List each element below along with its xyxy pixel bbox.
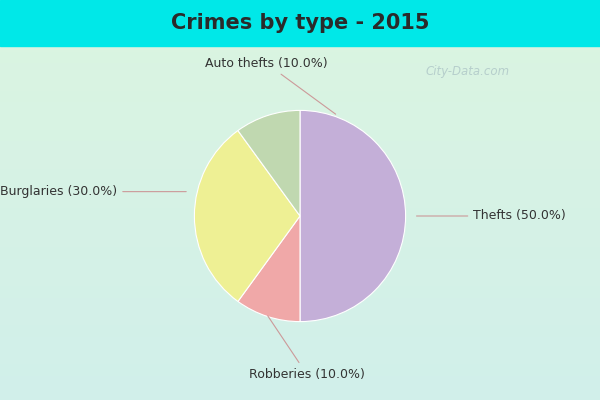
- Wedge shape: [238, 110, 300, 216]
- Text: Robberies (10.0%): Robberies (10.0%): [249, 316, 365, 381]
- Text: Thefts (50.0%): Thefts (50.0%): [416, 210, 566, 222]
- Wedge shape: [238, 216, 300, 322]
- Text: City-Data.com: City-Data.com: [426, 66, 510, 78]
- Text: Crimes by type - 2015: Crimes by type - 2015: [171, 13, 429, 33]
- Wedge shape: [300, 110, 406, 322]
- Text: Burglaries (30.0%): Burglaries (30.0%): [0, 185, 186, 198]
- Text: Auto thefts (10.0%): Auto thefts (10.0%): [205, 57, 335, 114]
- Wedge shape: [194, 130, 300, 302]
